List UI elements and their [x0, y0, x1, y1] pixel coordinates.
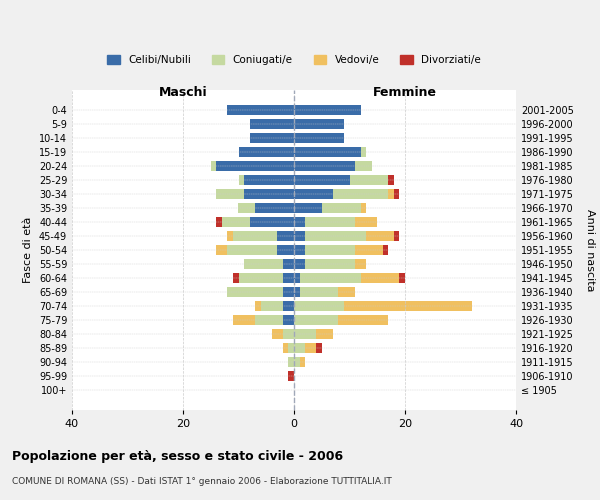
Bar	[294, 315, 338, 326]
Bar	[260, 301, 283, 312]
Bar	[294, 273, 299, 283]
Bar	[277, 244, 294, 256]
Bar	[277, 230, 294, 241]
Y-axis label: Fasce di età: Fasce di età	[23, 217, 33, 283]
Bar	[383, 244, 388, 256]
Bar	[233, 230, 277, 241]
Bar	[238, 273, 283, 283]
Bar	[222, 216, 250, 227]
Bar	[239, 146, 294, 157]
Bar	[283, 343, 289, 353]
Bar	[294, 160, 355, 171]
Bar	[294, 343, 305, 353]
Bar	[294, 259, 305, 270]
Bar	[388, 174, 394, 185]
Bar	[227, 287, 283, 298]
Bar	[216, 244, 227, 256]
Text: Femmine: Femmine	[373, 86, 437, 98]
Bar	[361, 273, 400, 283]
Bar	[355, 244, 383, 256]
Bar	[217, 188, 244, 199]
Bar	[289, 371, 294, 382]
Bar	[294, 230, 305, 241]
Bar	[305, 230, 366, 241]
Bar	[216, 160, 294, 171]
Bar	[400, 273, 405, 283]
Bar	[338, 315, 388, 326]
Bar	[294, 216, 305, 227]
Bar	[338, 287, 355, 298]
Bar	[294, 244, 305, 256]
Bar	[250, 132, 294, 143]
Bar	[294, 118, 344, 129]
Bar	[305, 244, 355, 256]
Y-axis label: Anni di nascita: Anni di nascita	[584, 209, 595, 291]
Bar	[233, 273, 239, 283]
Bar	[388, 188, 394, 199]
Bar	[227, 104, 294, 115]
Legend: Celibi/Nubili, Coniugati/e, Vedovi/e, Divorziati/e: Celibi/Nubili, Coniugati/e, Vedovi/e, Di…	[103, 50, 485, 69]
Bar	[366, 230, 394, 241]
Bar	[211, 160, 216, 171]
Bar	[355, 216, 377, 227]
Bar	[283, 315, 294, 326]
Bar	[283, 301, 294, 312]
Bar	[305, 259, 355, 270]
Bar	[299, 357, 305, 368]
Bar	[227, 244, 277, 256]
Bar	[283, 273, 294, 283]
Bar	[289, 357, 294, 368]
Bar	[255, 315, 283, 326]
Bar	[316, 329, 333, 340]
Bar	[250, 118, 294, 129]
Bar	[238, 202, 255, 213]
Text: Maschi: Maschi	[158, 86, 208, 98]
Bar	[355, 259, 366, 270]
Bar	[344, 301, 472, 312]
Bar	[322, 202, 361, 213]
Bar	[305, 216, 355, 227]
Bar	[272, 329, 283, 340]
Bar	[244, 188, 294, 199]
Bar	[355, 160, 372, 171]
Bar	[361, 146, 366, 157]
Bar	[294, 357, 299, 368]
Bar	[227, 230, 233, 241]
Bar	[394, 230, 400, 241]
Bar	[394, 188, 400, 199]
Bar	[294, 188, 333, 199]
Bar	[244, 259, 283, 270]
Bar	[294, 146, 361, 157]
Bar	[233, 315, 255, 326]
Text: Popolazione per età, sesso e stato civile - 2006: Popolazione per età, sesso e stato civil…	[12, 450, 343, 463]
Bar	[255, 202, 294, 213]
Bar	[294, 132, 344, 143]
Bar	[289, 343, 294, 353]
Bar	[294, 104, 361, 115]
Bar	[255, 301, 260, 312]
Bar	[349, 174, 388, 185]
Bar	[361, 202, 366, 213]
Bar	[294, 301, 344, 312]
Bar	[299, 287, 338, 298]
Bar	[294, 329, 316, 340]
Bar	[294, 287, 299, 298]
Bar	[305, 343, 316, 353]
Bar	[283, 287, 294, 298]
Bar	[244, 174, 294, 185]
Bar	[294, 174, 349, 185]
Bar	[316, 343, 322, 353]
Bar	[283, 259, 294, 270]
Bar	[250, 216, 294, 227]
Bar	[299, 273, 361, 283]
Bar	[239, 174, 244, 185]
Text: COMUNE DI ROMANA (SS) - Dati ISTAT 1° gennaio 2006 - Elaborazione TUTTITALIA.IT: COMUNE DI ROMANA (SS) - Dati ISTAT 1° ge…	[12, 478, 392, 486]
Bar	[333, 188, 388, 199]
Bar	[216, 216, 222, 227]
Bar	[283, 329, 294, 340]
Bar	[294, 202, 322, 213]
